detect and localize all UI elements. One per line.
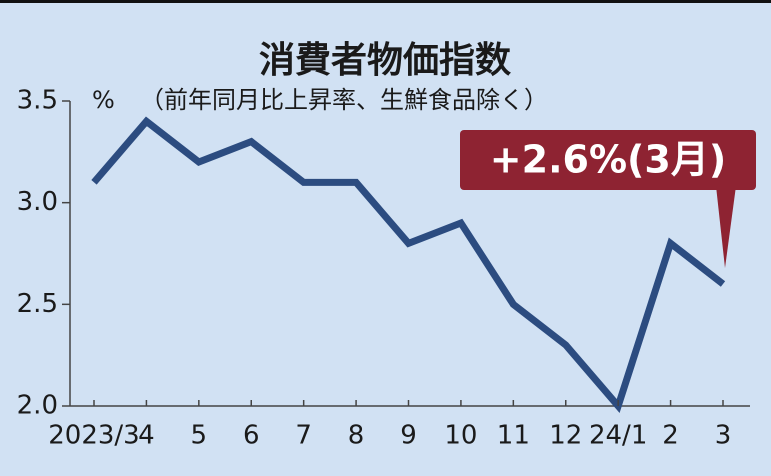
x-tick-label: 2023/3 — [48, 421, 139, 451]
callout-text: +2.6%(3月) — [490, 138, 726, 182]
y-tick-label: 2.5 — [17, 289, 58, 319]
x-tick-label: 9 — [400, 421, 417, 451]
x-tick-label: 8 — [348, 421, 365, 451]
chart-title: 消費者物価指数 — [259, 40, 511, 81]
x-tick-label: 24/1 — [589, 421, 647, 451]
y-unit: % — [92, 86, 115, 114]
subtitle: （前年同月比上昇率、生鮮食品除く） — [140, 86, 548, 114]
x-tick-label: 10 — [444, 421, 477, 451]
x-tick-label: 3 — [715, 421, 732, 451]
y-tick-label: 3.5 — [17, 86, 58, 116]
x-tick-label: 5 — [191, 421, 208, 451]
top-rule — [0, 0, 771, 3]
y-tick-label: 3.0 — [17, 187, 58, 217]
x-tick-label: 7 — [295, 421, 312, 451]
callout-pointer — [716, 186, 736, 268]
x-tick-label: 12 — [549, 421, 582, 451]
x-tick-label: 11 — [497, 421, 530, 451]
x-tick-label: 2 — [662, 421, 679, 451]
y-tick-label: 2.0 — [17, 391, 58, 421]
x-tick-label: 6 — [243, 421, 260, 451]
x-tick-label: 4 — [138, 421, 155, 451]
callout-box — [460, 130, 756, 190]
